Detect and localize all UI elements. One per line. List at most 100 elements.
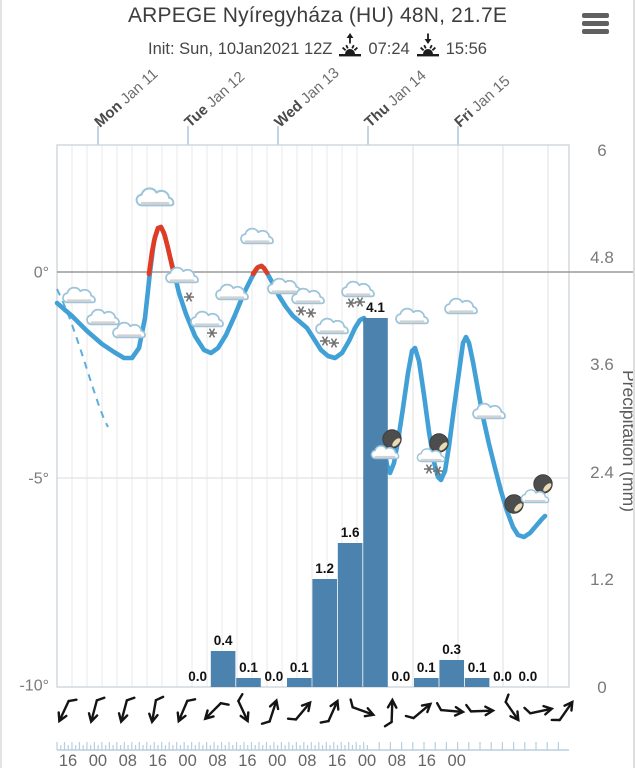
cloud-icon [315, 317, 349, 335]
cloud-icon [395, 307, 429, 325]
wind-barb-icon [550, 699, 574, 722]
time-axis-label: 08 [388, 752, 406, 768]
time-axis-label: 08 [298, 752, 316, 768]
cloud-base [524, 499, 546, 503]
precip-axis-label: 3.6 [590, 355, 614, 374]
day-label: Fri Jan 15 [451, 73, 513, 131]
temperature-curve [54, 224, 548, 540]
precip-value-label: 1.6 [341, 525, 360, 540]
precip-value-label: 0.0 [392, 669, 411, 684]
time-axis-label: 16 [238, 752, 256, 768]
precip-value-label: 4.1 [366, 300, 385, 315]
time-axis-label: 08 [119, 752, 137, 768]
precip-bar [236, 678, 261, 687]
cloud-base [90, 321, 116, 324]
temp-axis-label: -10° [19, 678, 49, 695]
wind-barb-icon [404, 702, 433, 720]
precip-bar [464, 678, 490, 687]
cloud-base [295, 300, 321, 303]
wind-barb-icon [176, 698, 197, 724]
snowflake-icon [296, 306, 306, 316]
cloud-icon [291, 287, 325, 305]
cloud-base [66, 299, 92, 302]
time-axis-label: 00 [89, 752, 107, 768]
cloud-icon [112, 321, 146, 339]
moon-crescent [514, 503, 523, 512]
wind-barb-icon [87, 696, 106, 724]
precip-axis-label: 4.8 [590, 248, 614, 267]
moon-icon [382, 429, 402, 449]
time-axis-label: 00 [448, 752, 466, 768]
temp-axis-label: -5° [28, 471, 49, 488]
temperature-curve-above-zero [250, 263, 270, 277]
init-row: Init: Sun, 10Jan2021 12Z 07:24 [2, 33, 633, 65]
time-axis-label: 16 [418, 752, 436, 768]
snowflake-icon [329, 338, 339, 348]
temperature-curve-above-zero [146, 224, 177, 277]
precip-bar [287, 678, 312, 687]
cloud-icon [370, 445, 400, 460]
precip-bar [337, 543, 363, 687]
precip-value-label: 0.0 [188, 669, 207, 684]
init-label: Init: Sun, 10Jan2021 12Z [148, 39, 333, 58]
precip-value-label: 0.0 [265, 669, 284, 684]
time-axis-label: 00 [268, 752, 286, 768]
precip-value-label: 0.1 [290, 660, 309, 675]
cloud-base [244, 240, 270, 243]
cloud-base [476, 415, 502, 418]
moon-crescent [543, 483, 552, 492]
wind-barb-icon [383, 697, 398, 728]
cloud-base [271, 290, 297, 293]
precip-axis-label: 0 [597, 678, 606, 697]
cloud-icon [472, 402, 506, 420]
moon-icon [533, 474, 553, 494]
wind-barb-icon [523, 704, 555, 716]
cloud-icon [190, 310, 224, 328]
wind-barb-icon [117, 696, 136, 724]
precip-value-label: 0.1 [239, 660, 258, 675]
moon-crescent [439, 442, 448, 451]
hamburger-menu-icon[interactable] [580, 11, 611, 36]
precip-bar [312, 579, 337, 687]
precip-value-label: 0.1 [417, 660, 436, 675]
snowflake-icon [207, 328, 217, 338]
wind-barb-icon [57, 698, 78, 724]
cloud-base [116, 334, 142, 337]
precip-axis-title: Precipitation (mm) [619, 370, 635, 512]
cloud-icon [520, 489, 550, 504]
cloud-icon [135, 187, 175, 207]
day-label: Tue Jan 12 [181, 68, 248, 131]
secondary-temp-dashed-line [56, 288, 109, 428]
cloud-icon [341, 280, 375, 298]
precip-bar [439, 660, 464, 687]
precip-value-label: 0.0 [519, 669, 538, 684]
sunset-time: 15:56 [445, 39, 487, 58]
sunrise-icon [338, 33, 362, 65]
cloud-base [345, 293, 371, 296]
precip-bar [414, 678, 439, 687]
cloud-base [319, 330, 345, 333]
wind-barb-icon [435, 701, 466, 717]
precip-value-label: 0.1 [468, 660, 487, 675]
time-axis-label: 08 [208, 752, 226, 768]
cloud-base [448, 310, 474, 313]
temp-axis-label: 0° [34, 265, 49, 282]
sunset-icon [416, 33, 440, 65]
wind-barb-icon [319, 698, 340, 724]
time-axis-label: 16 [149, 752, 167, 768]
wind-barb-icon [148, 695, 165, 725]
precip-bars: 0.0 0.4 0.1 0.0 0.1 1.2 1.6 4.1 0.0 0.1 0.3 0.1 0.0 0… [188, 300, 537, 687]
precip-axis-label: 6 [597, 141, 606, 160]
cloud-icon [416, 448, 446, 463]
cloud-base [219, 296, 245, 299]
snowflake-icon [424, 464, 434, 474]
cloud-base [420, 458, 442, 462]
cloud-base [140, 201, 170, 205]
precip-value-label: 0.0 [493, 669, 512, 684]
snowflake-icon [184, 292, 194, 302]
time-axis-label: 16 [328, 752, 346, 768]
gridlines [57, 145, 569, 687]
day-label: Mon Jan 11 [91, 66, 161, 131]
